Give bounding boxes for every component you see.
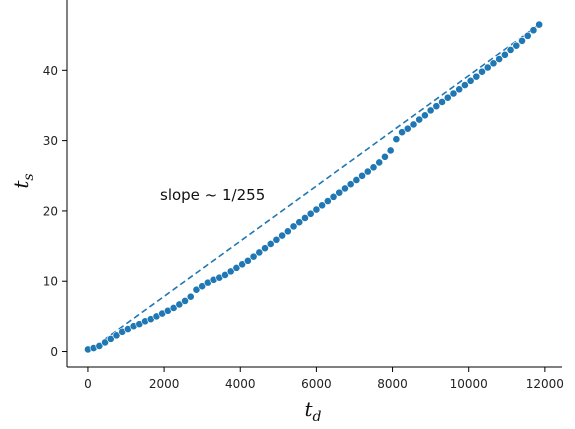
x-tick-label: 12000 — [526, 377, 564, 391]
y-tick-label: 20 — [43, 204, 58, 218]
data-point — [341, 184, 349, 193]
data-point — [346, 180, 355, 189]
data-point — [221, 270, 229, 279]
data-point — [181, 297, 189, 305]
data-point — [329, 192, 338, 201]
plot-area — [84, 20, 544, 354]
x-axis-label: td — [304, 397, 321, 425]
data-point — [272, 235, 281, 244]
data-point — [283, 227, 292, 236]
data-point — [455, 85, 464, 94]
data-point — [403, 124, 412, 133]
data-point — [483, 63, 492, 72]
y-axis-label: ts — [9, 173, 37, 188]
data-point — [472, 72, 481, 81]
data-point — [301, 214, 309, 222]
data-point — [198, 282, 207, 291]
data-point — [186, 292, 195, 301]
data-point — [512, 41, 521, 50]
data-point — [261, 244, 269, 253]
data-point — [478, 67, 486, 76]
data-point — [278, 231, 287, 240]
data-point — [255, 248, 264, 257]
data-point — [175, 300, 184, 309]
data-point — [232, 263, 241, 272]
data-point — [335, 188, 344, 197]
data-point — [443, 93, 452, 102]
data-point — [392, 135, 401, 144]
data-point — [375, 158, 384, 167]
data-point — [386, 146, 395, 155]
data-point — [243, 256, 252, 265]
data-point — [398, 128, 406, 137]
x-axis-label-subscript: d — [313, 409, 322, 425]
y-tick-label: 40 — [43, 64, 58, 78]
data-point — [432, 102, 441, 111]
data-point — [358, 171, 366, 180]
y-tick-label: 0 — [50, 345, 58, 359]
data-point — [535, 20, 544, 29]
data-point — [461, 81, 469, 89]
data-point — [112, 331, 121, 340]
data-point — [523, 31, 532, 40]
data-point — [381, 152, 389, 161]
data-point — [226, 267, 235, 276]
x-tick-label: 6000 — [301, 377, 332, 391]
data-point — [295, 218, 304, 227]
data-point — [449, 89, 458, 98]
data-point — [106, 334, 115, 343]
data-point — [306, 209, 315, 218]
data-point — [369, 163, 378, 172]
x-tick-label: 0 — [84, 377, 92, 391]
data-point — [238, 260, 247, 269]
data-point — [415, 115, 424, 124]
data-point — [266, 240, 275, 248]
data-point — [249, 252, 258, 261]
x-tick-label: 2000 — [149, 377, 180, 391]
data-point — [500, 50, 509, 59]
data-point — [312, 205, 321, 214]
data-point — [192, 285, 201, 294]
data-point — [495, 55, 504, 63]
data-point — [466, 76, 475, 85]
y-tick-label: 30 — [43, 134, 58, 148]
data-point — [506, 46, 515, 54]
data-point — [421, 111, 429, 120]
data-point — [489, 59, 498, 68]
data-point — [363, 167, 372, 176]
data-point — [409, 120, 418, 129]
data-point — [101, 338, 109, 347]
data-point — [518, 36, 526, 45]
data-point — [289, 222, 298, 231]
data-point — [529, 26, 538, 35]
x-tick-label: 8000 — [377, 377, 408, 391]
data-point — [169, 304, 178, 312]
y-axis-label-subscript: s — [21, 173, 37, 180]
data-point — [318, 201, 327, 210]
data-point — [352, 176, 361, 184]
y-tick-label: 10 — [43, 275, 58, 289]
x-axis-ticks: 0 2000 4000 6000 8000 10000 12000 — [84, 367, 564, 391]
data-point — [323, 197, 332, 205]
slope-annotation: slope ~ 1/255 — [160, 186, 265, 204]
data-point — [438, 98, 446, 106]
x-tick-label: 4000 — [225, 377, 256, 391]
data-point — [95, 342, 104, 350]
data-point — [426, 106, 435, 115]
x-tick-label: 10000 — [450, 377, 488, 391]
y-axis-ticks: 0 10 20 30 40 — [43, 64, 67, 359]
slope-reference-line — [87, 22, 542, 353]
